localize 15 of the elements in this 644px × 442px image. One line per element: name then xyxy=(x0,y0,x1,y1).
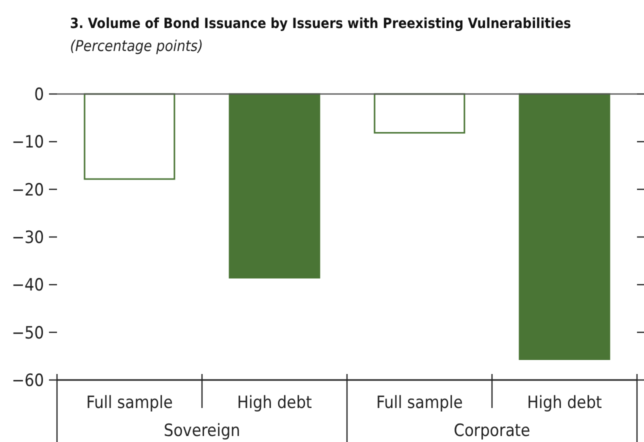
y-tick-label: −20 xyxy=(12,180,44,200)
text: Sovereign xyxy=(164,421,240,441)
x-tick-label: Full sample xyxy=(376,393,463,413)
x-tick-label: High debt xyxy=(527,393,602,413)
chart-title: 3. Volume of Bond Issuance by Issuers with Preexisting Vulnerabilities xyxy=(70,16,572,32)
y-tick-label: −40 xyxy=(12,276,44,296)
y-tick-label: −60 xyxy=(12,370,44,391)
y-tick-label: −50 xyxy=(12,323,44,344)
y-tick-label: −10 xyxy=(12,132,44,153)
x-tick-label: High debt xyxy=(237,393,312,413)
y-tick-label: 0 xyxy=(34,84,44,105)
chart-subtitle: (Percentage points) xyxy=(70,37,203,55)
text: Corporate xyxy=(454,421,530,441)
x-tick-label: Full sample xyxy=(86,393,173,413)
y-tick-label: −30 xyxy=(12,228,44,248)
